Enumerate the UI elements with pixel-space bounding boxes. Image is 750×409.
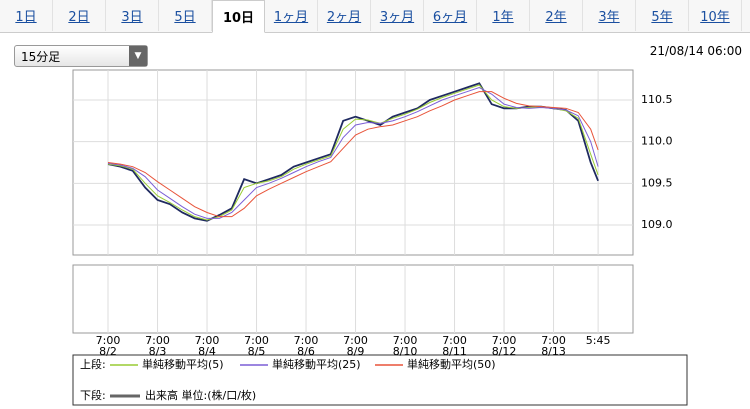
tab[interactable]: 2年 [530, 0, 583, 31]
tab[interactable]: 6ヶ月 [424, 0, 477, 31]
legend-label: 上段: [80, 357, 106, 371]
tab[interactable]: 1年 [477, 0, 530, 31]
legend-label: 下段: [80, 388, 106, 402]
x-tick-date: 8/4 [198, 345, 216, 358]
x-tick-label: 7:00 [343, 334, 368, 347]
x-tick-label: 7:00 [294, 334, 319, 347]
y-tick-label: 109.0 [641, 218, 673, 231]
tab[interactable]: 5年 [636, 0, 689, 31]
price-line [107, 82, 599, 222]
x-tick-date: 8/13 [541, 345, 566, 358]
x-tick-label: 7:00 [541, 334, 566, 347]
interval-text: 15分足 [21, 50, 61, 64]
x-tick-date: 8/5 [248, 345, 266, 358]
legend-text: 単純移動平均(5) [142, 357, 224, 371]
tab-bar: 1日 2日 3日 5日 10日 1ヶ月 2ヶ月 3ヶ月 6ヶ月 1年 2年 3年 5年 10年 [0, 0, 750, 33]
x-tick-label: 5:45 [586, 334, 611, 347]
x-tick-label: 7:00 [195, 334, 220, 347]
tab[interactable]: 2日 [53, 0, 106, 31]
x-tick-date: 8/11 [442, 345, 467, 358]
x-tick-label: 7:00 [96, 334, 121, 347]
tab[interactable]: 1日 [0, 0, 53, 31]
timestamp: 21/08/14 06:00 [649, 44, 742, 58]
tab[interactable]: 5日 [159, 0, 212, 31]
x-tick-date: 8/10 [393, 345, 418, 358]
interval-select[interactable]: 15分足 ▼ [14, 45, 148, 67]
x-tick-label: 7:00 [393, 334, 418, 347]
x-tick-date: 8/3 [149, 345, 167, 358]
tab[interactable]: 3日 [106, 0, 159, 31]
ma-line [107, 91, 599, 218]
x-tick-date: 8/9 [347, 345, 365, 358]
tab[interactable]: 1ヶ月 [265, 0, 318, 31]
x-tick-label: 7:00 [492, 334, 517, 347]
y-tick-label: 109.5 [641, 176, 673, 189]
tab[interactable]: 2ヶ月 [318, 0, 371, 31]
legend-box [72, 354, 688, 406]
x-tick-label: 7:00 [244, 334, 269, 347]
legend-text: 単純移動平均(25) [272, 357, 361, 371]
x-tick-date: 8/6 [297, 345, 315, 358]
lower-frame [72, 264, 634, 334]
x-tick-date: 8/2 [99, 345, 117, 358]
x-tick-label: 7:00 [145, 334, 170, 347]
tab[interactable]: 3ヶ月 [371, 0, 424, 31]
y-tick-label: 110.0 [641, 135, 673, 148]
tab[interactable]: 10日 [212, 0, 265, 33]
legend-text: 単純移動平均(50) [407, 357, 496, 371]
upper-frame [72, 69, 634, 256]
ma-line [107, 86, 599, 219]
x-tick-date: 8/12 [492, 345, 517, 358]
tab[interactable]: 3年 [583, 0, 636, 31]
dropdown-arrow[interactable]: ▼ [129, 46, 147, 66]
tab[interactable]: 10年 [689, 0, 742, 31]
legend-text: 出来高 単位:(株/口/枚) [145, 388, 256, 402]
x-tick-label: 7:00 [442, 334, 467, 347]
y-tick-label: 110.5 [641, 93, 673, 106]
